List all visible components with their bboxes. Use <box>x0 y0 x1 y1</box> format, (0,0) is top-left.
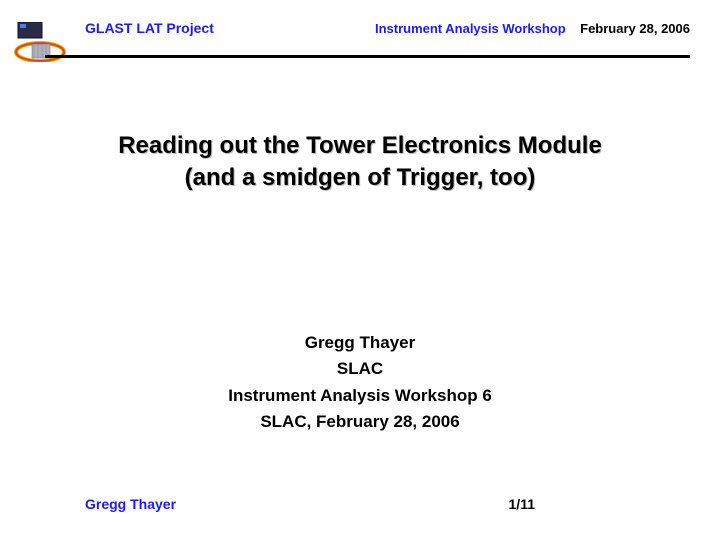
slide-footer: Gregg Thayer 1/11 <box>0 496 720 512</box>
author-info-block: Gregg Thayer SLAC Instrument Analysis Wo… <box>0 330 720 435</box>
title-line-1: Reading out the Tower Electronics Module <box>60 130 660 162</box>
slide-header: GLAST LAT Project Instrument Analysis Wo… <box>0 20 720 36</box>
title-line-2: (and a smidgen of Trigger, too) <box>60 162 660 194</box>
author-org: SLAC <box>0 356 720 382</box>
author-name: Gregg Thayer <box>0 330 720 356</box>
page-number: 1/11 <box>509 496 535 512</box>
workshop-full: Instrument Analysis Workshop 6 <box>0 383 720 409</box>
header-date: February 28, 2006 <box>580 21 690 36</box>
slide-title: Reading out the Tower Electronics Module… <box>0 130 720 195</box>
workshop-name: Instrument Analysis Workshop <box>375 21 566 36</box>
location-date: SLAC, February 28, 2006 <box>0 409 720 435</box>
project-name: GLAST LAT Project <box>85 20 214 36</box>
header-divider <box>45 55 690 58</box>
header-right-group: Instrument Analysis Workshop February 28… <box>375 21 690 36</box>
footer-author: Gregg Thayer <box>85 496 176 512</box>
